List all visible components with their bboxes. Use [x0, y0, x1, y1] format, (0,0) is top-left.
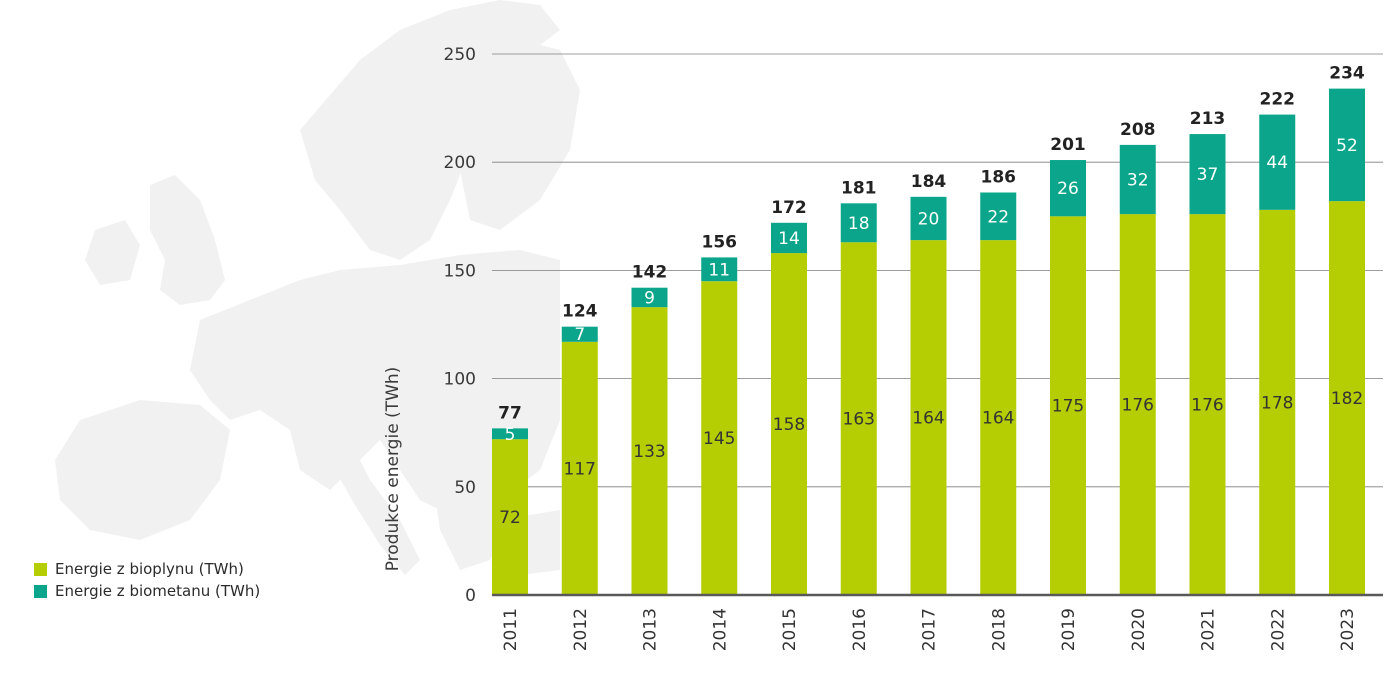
y-axis-ticks: 0 50 100 150 200 250 — [444, 45, 476, 606]
x-tick-label-2012: 2012 — [571, 608, 591, 651]
bar-bioplyn-2019 — [1050, 216, 1086, 596]
bar-bioplyn-2017 — [910, 240, 947, 595]
bar-biometan-2019 — [1050, 160, 1086, 217]
data-label-total-2020: 208 — [1120, 120, 1156, 140]
data-label-bioplyn-2022: 178 — [1261, 393, 1293, 413]
legend-label-biometan: Energie z biometanu (TWh) — [55, 582, 261, 600]
legend-item-biometan: Energie z biometanu (TWh) — [34, 580, 260, 602]
bar-biometan-2011 — [492, 428, 528, 440]
x-tick-label-2023: 2023 — [1338, 608, 1358, 651]
data-label-total-2022: 222 — [1260, 90, 1296, 110]
bar-biometan-2021 — [1189, 134, 1226, 215]
bar-biometan-2015 — [771, 222, 807, 254]
data-label-biometan-2019: 26 — [1057, 179, 1079, 199]
legend-swatch-biometan — [34, 584, 47, 598]
data-label-bioplyn-2023: 182 — [1331, 389, 1363, 409]
bar-biometan-2018 — [980, 192, 1017, 241]
x-tick-label-2021: 2021 — [1199, 608, 1219, 651]
data-label-biometan-2011: 5 — [505, 425, 516, 445]
bar-biometan-2017 — [910, 196, 947, 241]
bar-bioplyn-2016 — [840, 242, 877, 595]
bar-bioplyn-2013 — [631, 307, 668, 595]
data-label-biometan-2018: 22 — [987, 207, 1009, 227]
bars: 72 577 117 7 124 133 9 142 145 11 156 158 14 172 163 18… — [492, 64, 1365, 596]
x-tick-label-2016: 2016 — [850, 608, 870, 651]
data-label-biometan-2014: 11 — [708, 260, 730, 280]
bar-bioplyn-2018 — [980, 240, 1017, 595]
data-label-total-2021: 213 — [1190, 109, 1226, 129]
data-label-biometan-2015: 14 — [778, 229, 800, 249]
legend: Energie z bioplynu (TWh) Energie z biome… — [34, 558, 260, 602]
legend-label-bioplyn: Energie z bioplynu (TWh) — [55, 560, 244, 578]
x-tick-label-2018: 2018 — [989, 608, 1009, 651]
data-label-biometan-2021: 37 — [1197, 165, 1219, 185]
data-label-bioplyn-2020: 176 — [1122, 396, 1154, 416]
bar-biometan-2013 — [631, 287, 668, 308]
data-label-total-2016: 181 — [841, 178, 877, 198]
data-label-total-2023: 234 — [1329, 64, 1365, 84]
bar-bioplyn-2011 — [492, 439, 528, 595]
x-axis-ticks: 2011 2012 2013 2014 2015 2016 2017 2018 2019 2020… — [501, 608, 1358, 651]
data-label-bioplyn-2018: 164 — [982, 409, 1014, 429]
data-label-biometan-2020: 32 — [1127, 171, 1149, 191]
bar-biometan-2016 — [840, 203, 877, 243]
bar-biometan-2023 — [1329, 88, 1365, 202]
data-label-total-2013: 142 — [632, 263, 668, 283]
y-tick-label-0: 0 — [465, 586, 476, 606]
y-tick-label-250: 250 — [444, 45, 476, 65]
x-tick-label-2013: 2013 — [641, 608, 661, 651]
bar-bioplyn-2015 — [771, 253, 807, 595]
data-label-bioplyn-2011: 72 — [499, 508, 521, 528]
x-tick-label-2019: 2019 — [1059, 608, 1079, 651]
bar-biometan-2020 — [1119, 144, 1156, 215]
data-label-total-2015: 172 — [771, 198, 807, 218]
x-tick-label-2020: 2020 — [1129, 608, 1149, 651]
data-label-bioplyn-2015: 158 — [773, 415, 805, 435]
bar-bioplyn-2020 — [1119, 214, 1156, 596]
x-tick-label-2011: 2011 — [501, 608, 521, 651]
data-label-bioplyn-2012: 117 — [564, 459, 596, 479]
data-label-bioplyn-2019: 175 — [1052, 397, 1084, 417]
y-axis-label: Produkce energie (TWh) — [383, 367, 403, 572]
x-tick-label-2022: 2022 — [1268, 608, 1288, 651]
data-label-bioplyn-2014: 145 — [703, 429, 735, 449]
data-label-biometan-2013: 9 — [644, 288, 655, 308]
bar-biometan-2022 — [1259, 114, 1296, 210]
legend-swatch-bioplyn — [34, 562, 47, 576]
data-label-biometan-2023: 52 — [1336, 136, 1358, 156]
y-tick-label-200: 200 — [444, 153, 476, 173]
y-tick-label-150: 150 — [444, 261, 476, 281]
data-label-biometan-2022: 44 — [1266, 153, 1288, 173]
bar-bioplyn-2021 — [1189, 214, 1226, 596]
data-label-bioplyn-2013: 133 — [633, 442, 665, 462]
data-label-bioplyn-2016: 163 — [843, 410, 875, 430]
y-tick-label-100: 100 — [444, 370, 476, 390]
data-label-total-2014: 156 — [702, 232, 738, 252]
bar-bioplyn-2022 — [1259, 209, 1296, 596]
x-tick-label-2017: 2017 — [920, 608, 940, 651]
data-label-total-2011: 77 — [498, 403, 522, 423]
bar-bioplyn-2012 — [561, 341, 598, 595]
data-label-total-2017: 184 — [911, 172, 947, 192]
data-label-total-2012: 124 — [562, 302, 598, 322]
bar-bioplyn-2023 — [1329, 201, 1365, 596]
data-label-biometan-2017: 20 — [918, 209, 940, 229]
bar-biometan-2012 — [561, 326, 598, 342]
bar-bioplyn-2014 — [701, 281, 738, 595]
y-tick-label-50: 50 — [454, 478, 476, 498]
data-label-total-2018: 186 — [981, 167, 1017, 187]
data-label-biometan-2016: 18 — [848, 214, 870, 234]
x-tick-label-2015: 2015 — [780, 608, 800, 651]
data-label-bioplyn-2017: 164 — [912, 409, 944, 429]
x-tick-label-2014: 2014 — [710, 608, 730, 651]
legend-item-bioplyn: Energie z bioplynu (TWh) — [34, 558, 260, 580]
data-label-total-2019: 201 — [1050, 135, 1086, 155]
data-label-biometan-2012: 7 — [574, 325, 585, 345]
bar-biometan-2014 — [701, 257, 738, 282]
data-label-bioplyn-2021: 176 — [1191, 396, 1223, 416]
